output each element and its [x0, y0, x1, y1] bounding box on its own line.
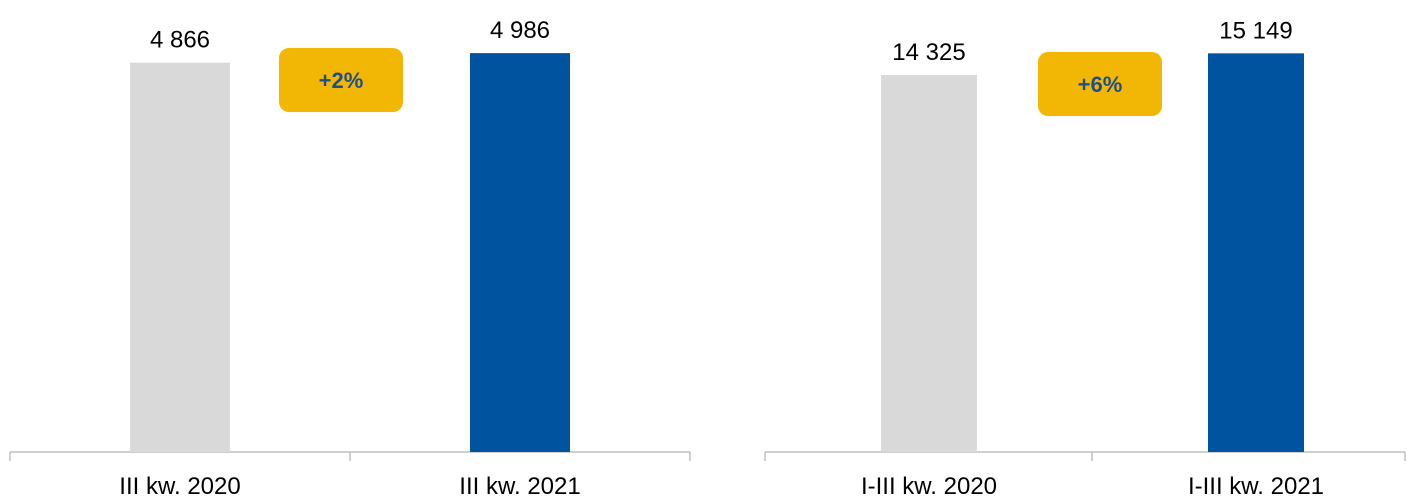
- value-label: 4 986: [490, 17, 550, 44]
- category-label: I-III kw. 2020: [861, 473, 997, 499]
- change-badge: +2%: [279, 48, 403, 112]
- value-label: 4 866: [150, 27, 210, 54]
- change-badge: +6%: [1038, 52, 1162, 116]
- value-label: 15 149: [1219, 17, 1292, 44]
- change-badge-label: +2%: [319, 68, 364, 93]
- category-label: III kw. 2021: [459, 473, 580, 499]
- bar-i-iii-kw-2021: [1208, 53, 1304, 453]
- chart-cumulative: 14 325 15 149 I-III kw. 2020 I-III kw. 2…: [764, 17, 1406, 499]
- bar-i-iii-kw-2020: [881, 75, 977, 453]
- category-label: I-III kw. 2021: [1188, 473, 1324, 499]
- category-label: III kw. 2020: [119, 473, 240, 499]
- change-badge-label: +6%: [1078, 72, 1123, 97]
- chart-quarterly: 4 866 4 986 III kw. 2020 III kw. 2021 +2…: [9, 17, 691, 499]
- bar-iii-kw-2020: [130, 62, 230, 452]
- bar-iii-kw-2021: [470, 53, 570, 453]
- change-badge-box: [1038, 52, 1162, 116]
- value-label: 14 325: [892, 39, 965, 66]
- change-badge-box: [279, 48, 403, 112]
